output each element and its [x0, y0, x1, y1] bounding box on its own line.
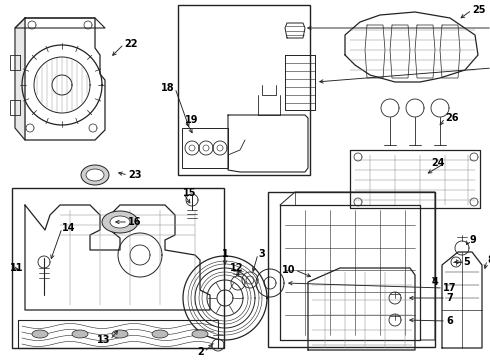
Ellipse shape — [81, 165, 109, 185]
Text: 2: 2 — [197, 347, 204, 357]
Text: 9: 9 — [469, 235, 476, 245]
Text: 10: 10 — [281, 265, 295, 275]
Text: 22: 22 — [124, 39, 138, 49]
Text: 18: 18 — [161, 83, 175, 93]
Text: 19: 19 — [185, 115, 198, 125]
Bar — [182, 128, 228, 168]
Ellipse shape — [72, 330, 88, 338]
Text: 24: 24 — [432, 158, 445, 168]
Bar — [12, 188, 224, 348]
Text: 1: 1 — [221, 249, 228, 259]
Text: 14: 14 — [62, 223, 75, 233]
Bar — [178, 5, 310, 175]
Text: 3: 3 — [258, 249, 265, 259]
Ellipse shape — [32, 330, 48, 338]
Text: 7: 7 — [446, 293, 453, 303]
Text: 8: 8 — [487, 255, 490, 265]
Ellipse shape — [110, 216, 130, 228]
Text: 17: 17 — [443, 283, 457, 293]
Text: 15: 15 — [183, 188, 196, 198]
Text: 6: 6 — [446, 316, 453, 326]
Ellipse shape — [86, 169, 104, 181]
Text: 16: 16 — [128, 217, 142, 227]
Ellipse shape — [112, 330, 128, 338]
Text: 12: 12 — [229, 263, 243, 273]
Bar — [268, 192, 435, 347]
Ellipse shape — [102, 211, 138, 233]
Text: 23: 23 — [128, 170, 142, 180]
Text: 13: 13 — [97, 335, 110, 345]
Text: 25: 25 — [472, 5, 486, 15]
Text: 4: 4 — [431, 277, 438, 287]
Ellipse shape — [152, 330, 168, 338]
Text: 11: 11 — [10, 263, 24, 273]
Text: 26: 26 — [445, 113, 459, 123]
Ellipse shape — [192, 330, 208, 338]
Text: 5: 5 — [463, 257, 470, 267]
Polygon shape — [15, 18, 25, 140]
